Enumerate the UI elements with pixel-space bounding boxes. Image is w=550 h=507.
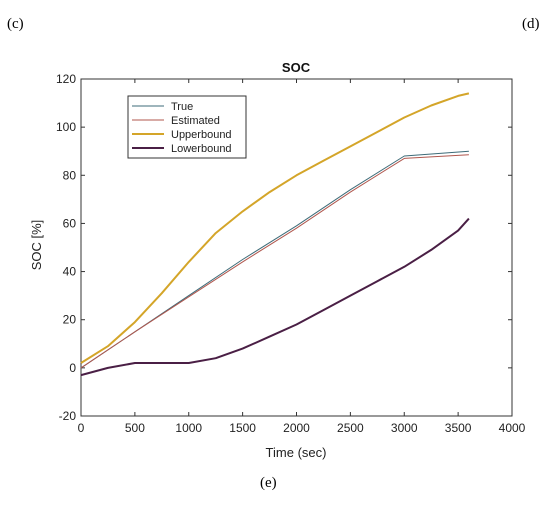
series-line-true xyxy=(80,150,469,369)
y-tick-label: 100 xyxy=(56,120,76,134)
y-tick-label: 120 xyxy=(56,72,76,86)
x-tick-label: 4000 xyxy=(499,421,526,435)
x-tick-label: 3500 xyxy=(445,421,472,435)
y-tick-label: 80 xyxy=(63,168,77,182)
legend-label-upperbound: Upperbound xyxy=(171,129,232,141)
panel-label-e: (e) xyxy=(260,475,277,491)
y-axis-label: SOC [%] xyxy=(29,220,44,271)
y-tick-label: 0 xyxy=(69,361,76,375)
x-tick-label: 2500 xyxy=(337,421,364,435)
x-tick-label: 2000 xyxy=(283,421,310,435)
y-tick-label: -20 xyxy=(59,409,77,423)
x-tick-label: 3000 xyxy=(391,421,418,435)
x-tick-label: 500 xyxy=(125,421,145,435)
legend-label-true: True xyxy=(171,101,193,113)
x-axis-label: Time (sec) xyxy=(266,445,327,460)
panel-label-c: (c) xyxy=(7,16,24,32)
y-tick-label: 60 xyxy=(63,216,77,230)
x-tick-label: 1000 xyxy=(175,421,202,435)
x-tick-label: 0 xyxy=(78,421,85,435)
series-line-estimated xyxy=(80,154,469,369)
x-tick-label: 1500 xyxy=(229,421,256,435)
series-line-upperbound xyxy=(80,92,470,364)
legend-label-lowerbound: Lowerbound xyxy=(171,143,232,155)
y-tick-label: 40 xyxy=(63,265,77,279)
panel-label-d: (d) xyxy=(522,16,540,32)
y-tick-label: 20 xyxy=(63,313,77,327)
series-line-lowerbound xyxy=(80,217,470,377)
legend-label-estimated: Estimated xyxy=(171,115,220,127)
chart-title: SOC xyxy=(282,60,311,75)
